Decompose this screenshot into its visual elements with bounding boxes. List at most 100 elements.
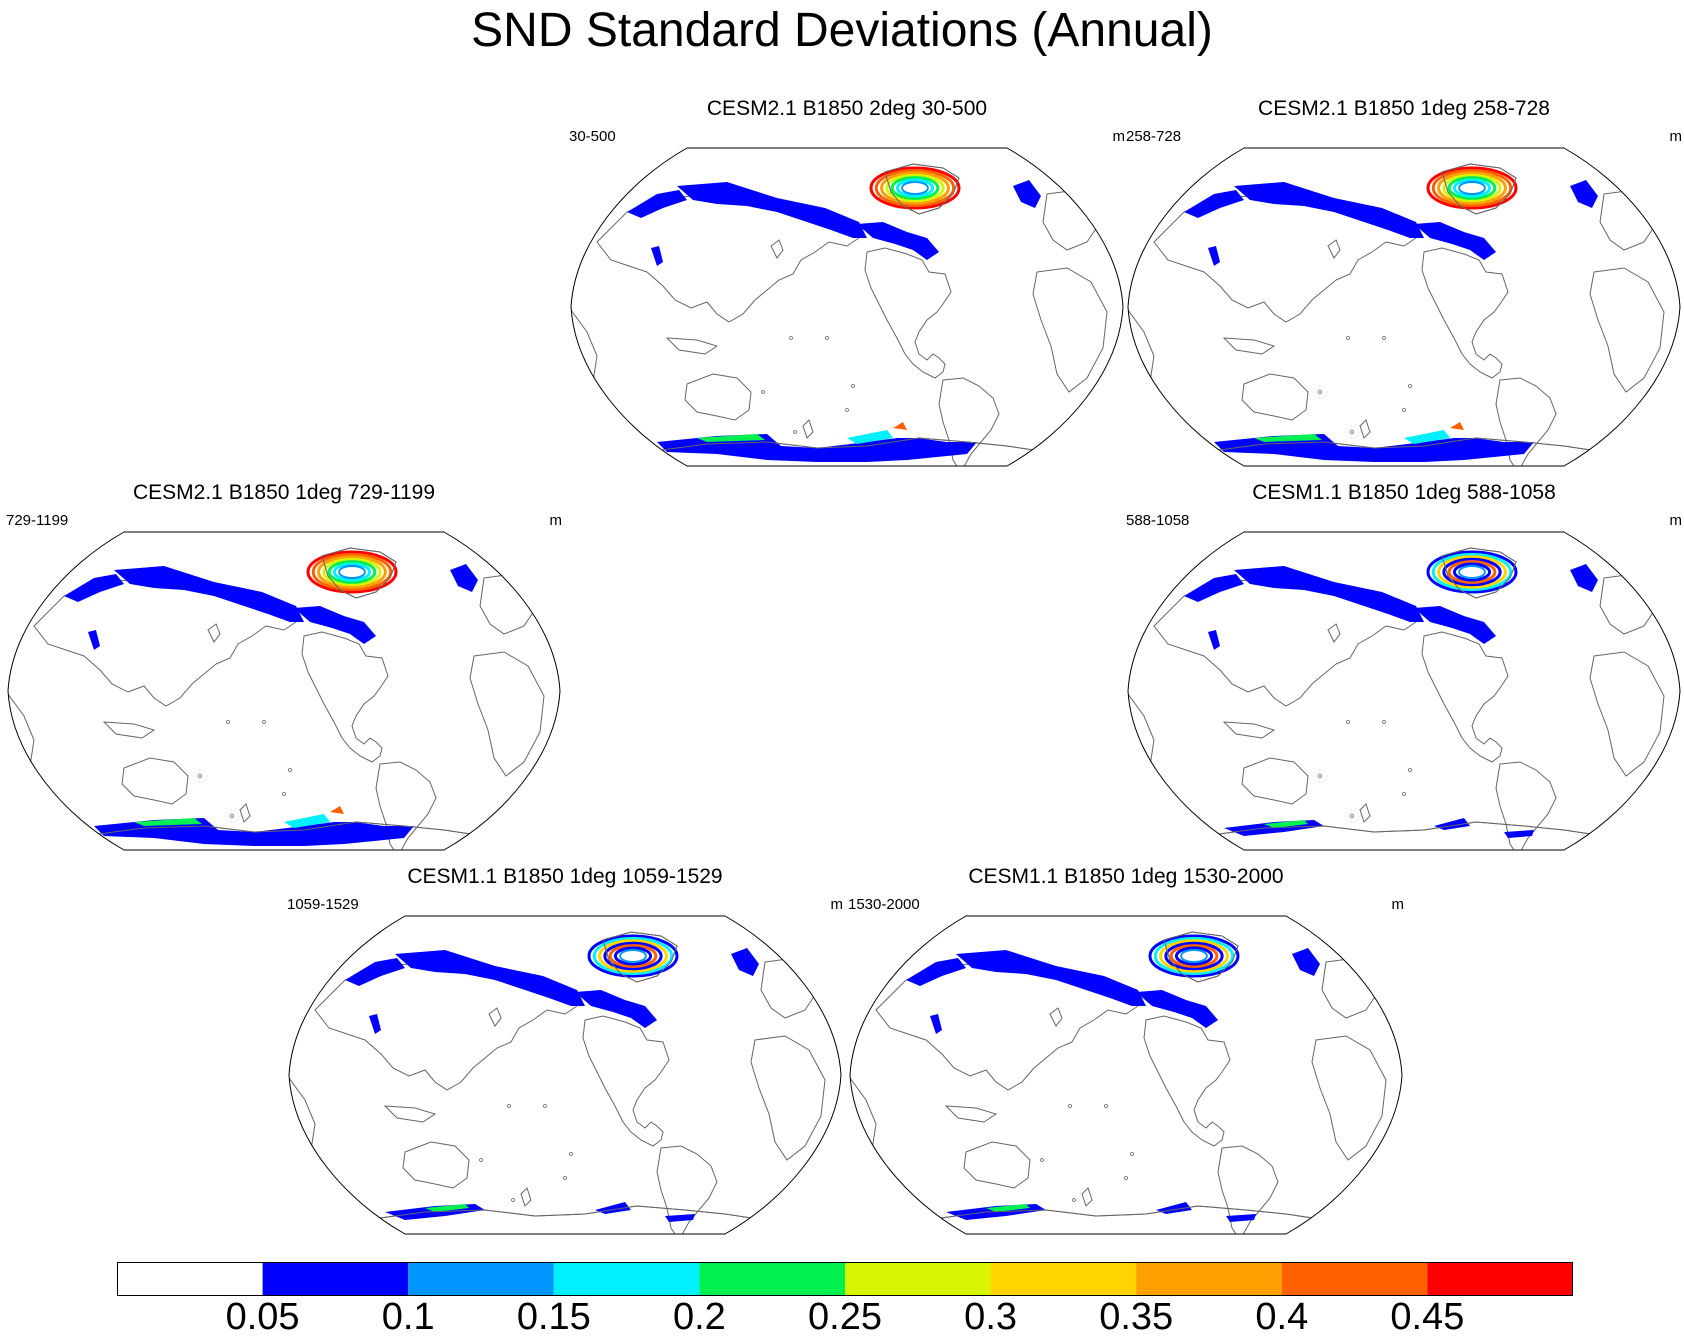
panel-years-label: 729-1199 xyxy=(6,512,69,529)
map-panel-cesm11-1deg-1530-2000: CESM1.1 B1850 1deg 1530-2000 1530-2000 m xyxy=(846,864,1406,1244)
snow-shading-antarctica xyxy=(1254,434,1322,442)
island xyxy=(1318,390,1322,394)
snow-shading-antarctica xyxy=(665,1214,695,1222)
coastline-antarctica xyxy=(1203,437,1605,453)
coastline-northAmerica xyxy=(864,247,952,379)
colorbar-swatch xyxy=(117,1262,263,1296)
island xyxy=(825,336,829,340)
snow-shading-greenland xyxy=(1442,557,1502,587)
island xyxy=(1402,792,1406,796)
snow-shading-greenland xyxy=(340,567,364,577)
colorbar-tick-label: 0.45 xyxy=(1390,1296,1465,1338)
coastline-eastAfrica xyxy=(571,308,598,406)
snow-shading-north xyxy=(1292,948,1320,976)
colorbar xyxy=(117,1262,1573,1296)
colorbar-swatch xyxy=(262,1262,409,1296)
world-map xyxy=(1127,147,1681,467)
colorbar-swatch xyxy=(845,1262,991,1296)
coastline-greenland xyxy=(884,163,960,215)
snow-shading-north xyxy=(1184,190,1244,218)
snow-shading-greenland xyxy=(598,939,668,973)
snow-shading-greenland xyxy=(874,168,956,208)
snow-shading-greenland xyxy=(1452,562,1492,582)
coastline-europeEdge xyxy=(760,957,818,1019)
colorbar-tick-label: 0.25 xyxy=(808,1296,882,1338)
snow-shading-greenland xyxy=(903,183,927,193)
island xyxy=(230,814,234,818)
snow-shading-antarctica xyxy=(1404,430,1450,444)
snow-shading-greenland xyxy=(619,948,647,964)
snow-shading-north xyxy=(906,958,966,986)
snow-shading-greenland xyxy=(306,550,398,594)
map-content xyxy=(571,163,1108,466)
island xyxy=(288,768,292,772)
snow-shading-north xyxy=(1208,630,1220,650)
snow-shading-north xyxy=(88,630,100,650)
island xyxy=(1040,1158,1044,1162)
snow-shading-greenland xyxy=(880,171,950,205)
island xyxy=(789,336,793,340)
snow-shading-greenland xyxy=(1164,941,1224,971)
snow-shading-greenland xyxy=(1442,173,1502,203)
coastline-southAmerica xyxy=(656,1145,718,1234)
snow-shading-greenland xyxy=(895,178,935,198)
panel-title: CESM2.1 B1850 1deg 729-1199 xyxy=(133,481,435,504)
coastline-nz xyxy=(802,419,814,439)
page-title: SND Standard Deviations (Annual) xyxy=(471,4,1213,57)
map-panel-cesm21-1deg-729-1199: CESM2.1 B1850 1deg 729-1199 729-1199 m xyxy=(4,480,564,860)
map-border xyxy=(7,531,561,851)
coastline-indonesia xyxy=(383,1105,437,1123)
snow-shading-greenland xyxy=(1182,951,1206,961)
coastline-europeEdge xyxy=(1042,189,1100,251)
map-content xyxy=(1128,547,1665,850)
coastline-africa xyxy=(1311,1035,1387,1161)
coastline-indonesia xyxy=(1222,721,1276,739)
island xyxy=(1402,408,1406,412)
snow-shading-greenland xyxy=(1431,168,1513,208)
snow-shading-north xyxy=(369,1014,381,1034)
coastline-southAmerica xyxy=(938,377,1000,466)
snow-shading-north xyxy=(575,990,657,1028)
coastline-europeEdge xyxy=(1599,189,1657,251)
snow-shading-greenland xyxy=(1148,934,1240,978)
coastline-northAmerica xyxy=(1421,631,1509,763)
island xyxy=(282,792,286,796)
coastline-northAmerica xyxy=(582,1015,670,1147)
panel-units-label: m xyxy=(1391,896,1405,913)
snow-shading-antarctica xyxy=(330,806,344,814)
island xyxy=(851,384,855,388)
snow-shading-greenland xyxy=(613,946,653,966)
panel-units-label: m xyxy=(1112,128,1126,145)
island xyxy=(507,1104,511,1108)
coastline-indonesia xyxy=(944,1105,998,1123)
island xyxy=(226,720,230,724)
colorbar-tick-label: 0.15 xyxy=(516,1296,591,1338)
map-panel-cesm21-1deg-258-728: CESM2.1 B1850 1deg 258-728 258-728 m xyxy=(1124,96,1684,476)
colorbar-border xyxy=(117,1262,1573,1296)
snow-shading-north xyxy=(1208,246,1220,266)
panel-years-label: 258-728 xyxy=(1126,128,1182,145)
snow-shading-greenland xyxy=(1437,555,1507,589)
island xyxy=(1408,384,1412,388)
world-map xyxy=(1127,531,1681,851)
map-border xyxy=(1127,147,1681,467)
world-map xyxy=(849,915,1403,1235)
colorbar-swatch xyxy=(408,1262,554,1296)
coastline-australia xyxy=(402,1141,470,1189)
snow-shading-north xyxy=(1136,990,1218,1028)
panel-title: CESM1.1 B1850 1deg 1530-2000 xyxy=(968,865,1284,888)
island xyxy=(543,1104,547,1108)
coastline-africa xyxy=(1032,267,1108,393)
panel-title: CESM2.1 B1850 2deg 30-500 xyxy=(706,97,988,120)
snow-shading-greenland xyxy=(1153,936,1235,976)
panel-units-label: m xyxy=(830,896,844,913)
island xyxy=(262,720,266,724)
coastline-greenland xyxy=(1441,163,1517,215)
snow-shading-north xyxy=(1234,182,1424,238)
island xyxy=(198,774,202,778)
snow-shading-antarctica xyxy=(1226,1214,1256,1222)
coastline-southAmerica xyxy=(375,761,437,850)
snow-shading-north xyxy=(677,182,867,238)
colorbar-swatch xyxy=(699,1262,845,1296)
coastline-indonesia xyxy=(665,337,719,355)
